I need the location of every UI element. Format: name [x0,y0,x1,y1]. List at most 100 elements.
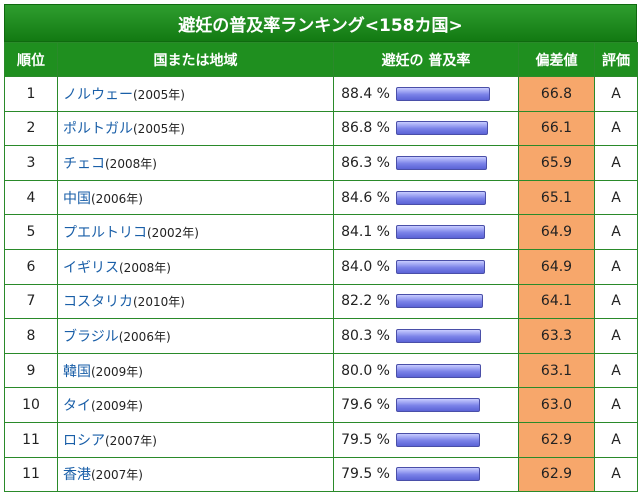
country-link[interactable]: プエルトリコ [63,225,147,242]
country-cell: ブラジル(2006年) [57,318,334,354]
grade-cell: A [594,352,638,389]
deviation-cell: 62.9 [518,421,595,458]
rank-cell: 1 [4,76,58,112]
country-link[interactable]: 香港 [63,467,91,484]
rate-cell: 86.3 % [333,145,519,181]
country-link[interactable]: ポルトガル [63,121,133,138]
grade-cell: A [594,145,638,181]
rate-bar-track [396,225,502,240]
header-rate: 避妊の 普及率 [333,42,519,77]
rate-bar-track [396,398,502,413]
country-cell: 香港(2007年) [57,456,334,493]
survey-year: (2008年) [105,156,157,171]
country-link[interactable]: 韓国 [63,363,91,380]
rank-cell: 11 [4,456,58,493]
rate-bar-track [396,190,502,205]
rate-value: 79.6 % [341,397,390,414]
rate-value: 80.3 % [341,327,390,344]
rate-cell: 82.2 % [333,283,519,320]
country-cell: タイ(2009年) [57,387,334,423]
rate-value: 82.2 % [341,293,390,310]
country-cell: 韓国(2009年) [57,352,334,389]
country-link[interactable]: コスタリカ [63,294,133,311]
survey-year: (2006年) [91,191,143,206]
rate-cell: 88.4 % [333,76,519,112]
country-cell: 中国(2006年) [57,179,334,216]
country-cell: ポルトガル(2005年) [57,110,334,147]
deviation-cell: 65.9 [518,145,595,181]
rate-bar-track [396,121,502,136]
table-row: 6 イギリス(2008年) 84.0 % 64.9 A [4,248,638,285]
deviation-cell: 65.1 [518,179,595,216]
table-row: 7 コスタリカ(2010年) 82.2 % 64.1 A [4,283,638,320]
table-row: 5 プエルトリコ(2002年) 84.1 % 64.9 A [4,214,638,250]
country-cell: ロシア(2007年) [57,421,334,458]
ranking-table: 順位 国または地域 避妊の 普及率 偏差値 評価 1 ノルウェー(2005年) 88… [4,42,638,493]
country-link[interactable]: ノルウェー [63,86,133,103]
header-deviation: 偏差値 [518,42,595,77]
grade-cell: A [594,283,638,320]
header-grade: 評価 [594,42,638,77]
country-cell: プエルトリコ(2002年) [57,214,334,250]
rank-cell: 10 [4,387,58,423]
survey-year: (2005年) [133,87,185,102]
survey-year: (2009年) [91,399,143,414]
deviation-cell: 62.9 [518,456,595,493]
rate-bar-track [396,467,502,482]
table-row: 4 中国(2006年) 84.6 % 65.1 A [4,179,638,216]
rate-value: 86.3 % [341,154,390,171]
header-country: 国または地域 [57,42,334,77]
rate-bar [396,259,486,274]
table-row: 2 ポルトガル(2005年) 86.8 % 66.1 A [4,110,638,147]
table-row: 11 香港(2007年) 79.5 % 62.9 A [4,456,638,493]
rank-cell: 4 [4,179,58,216]
rate-bar-track [396,363,502,378]
table-row: 11 ロシア(2007年) 79.5 % 62.9 A [4,421,638,458]
table-header-row: 順位 国または地域 避妊の 普及率 偏差値 評価 [4,42,638,77]
deviation-cell: 63.3 [518,318,595,354]
rate-value: 86.8 % [341,120,390,137]
grade-cell: A [594,76,638,112]
deviation-cell: 66.8 [518,76,595,112]
country-link[interactable]: チェコ [63,155,105,172]
survey-year: (2010年) [133,295,185,310]
deviation-cell: 64.1 [518,283,595,320]
rate-cell: 84.6 % [333,179,519,216]
grade-cell: A [594,318,638,354]
rate-bar-track [396,259,502,274]
deviation-cell: 64.9 [518,248,595,285]
rate-bar [396,363,481,378]
country-cell: ノルウェー(2005年) [57,76,334,112]
rate-bar [396,398,481,413]
rate-bar [396,86,490,101]
rate-value: 80.0 % [341,362,390,379]
rate-value: 84.6 % [341,189,390,206]
table-row: 1 ノルウェー(2005年) 88.4 % 66.8 A [4,76,638,112]
rank-cell: 3 [4,145,58,181]
rank-cell: 6 [4,248,58,285]
country-link[interactable]: 中国 [63,190,91,207]
country-link[interactable]: ブラジル [63,328,119,345]
rank-cell: 7 [4,283,58,320]
rate-value: 88.4 % [341,85,390,102]
survey-year: (2005年) [133,122,185,137]
table-row: 9 韓国(2009年) 80.0 % 63.1 A [4,352,638,389]
table-row: 8 ブラジル(2006年) 80.3 % 63.3 A [4,318,638,354]
rate-value: 79.5 % [341,466,390,483]
grade-cell: A [594,248,638,285]
survey-year: (2007年) [91,468,143,483]
country-link[interactable]: タイ [63,398,91,415]
deviation-cell: 63.0 [518,387,595,423]
rate-cell: 86.8 % [333,110,519,147]
country-link[interactable]: イギリス [63,259,119,276]
ranking-title: 避妊の普及率ランキング<158カ国> [4,4,637,42]
rate-bar-track [396,328,502,343]
rate-bar-track [396,86,502,101]
rate-cell: 80.3 % [333,318,519,354]
country-link[interactable]: ロシア [63,432,105,449]
grade-cell: A [594,421,638,458]
rank-cell: 11 [4,421,58,458]
rate-bar [396,294,484,309]
deviation-cell: 64.9 [518,214,595,250]
